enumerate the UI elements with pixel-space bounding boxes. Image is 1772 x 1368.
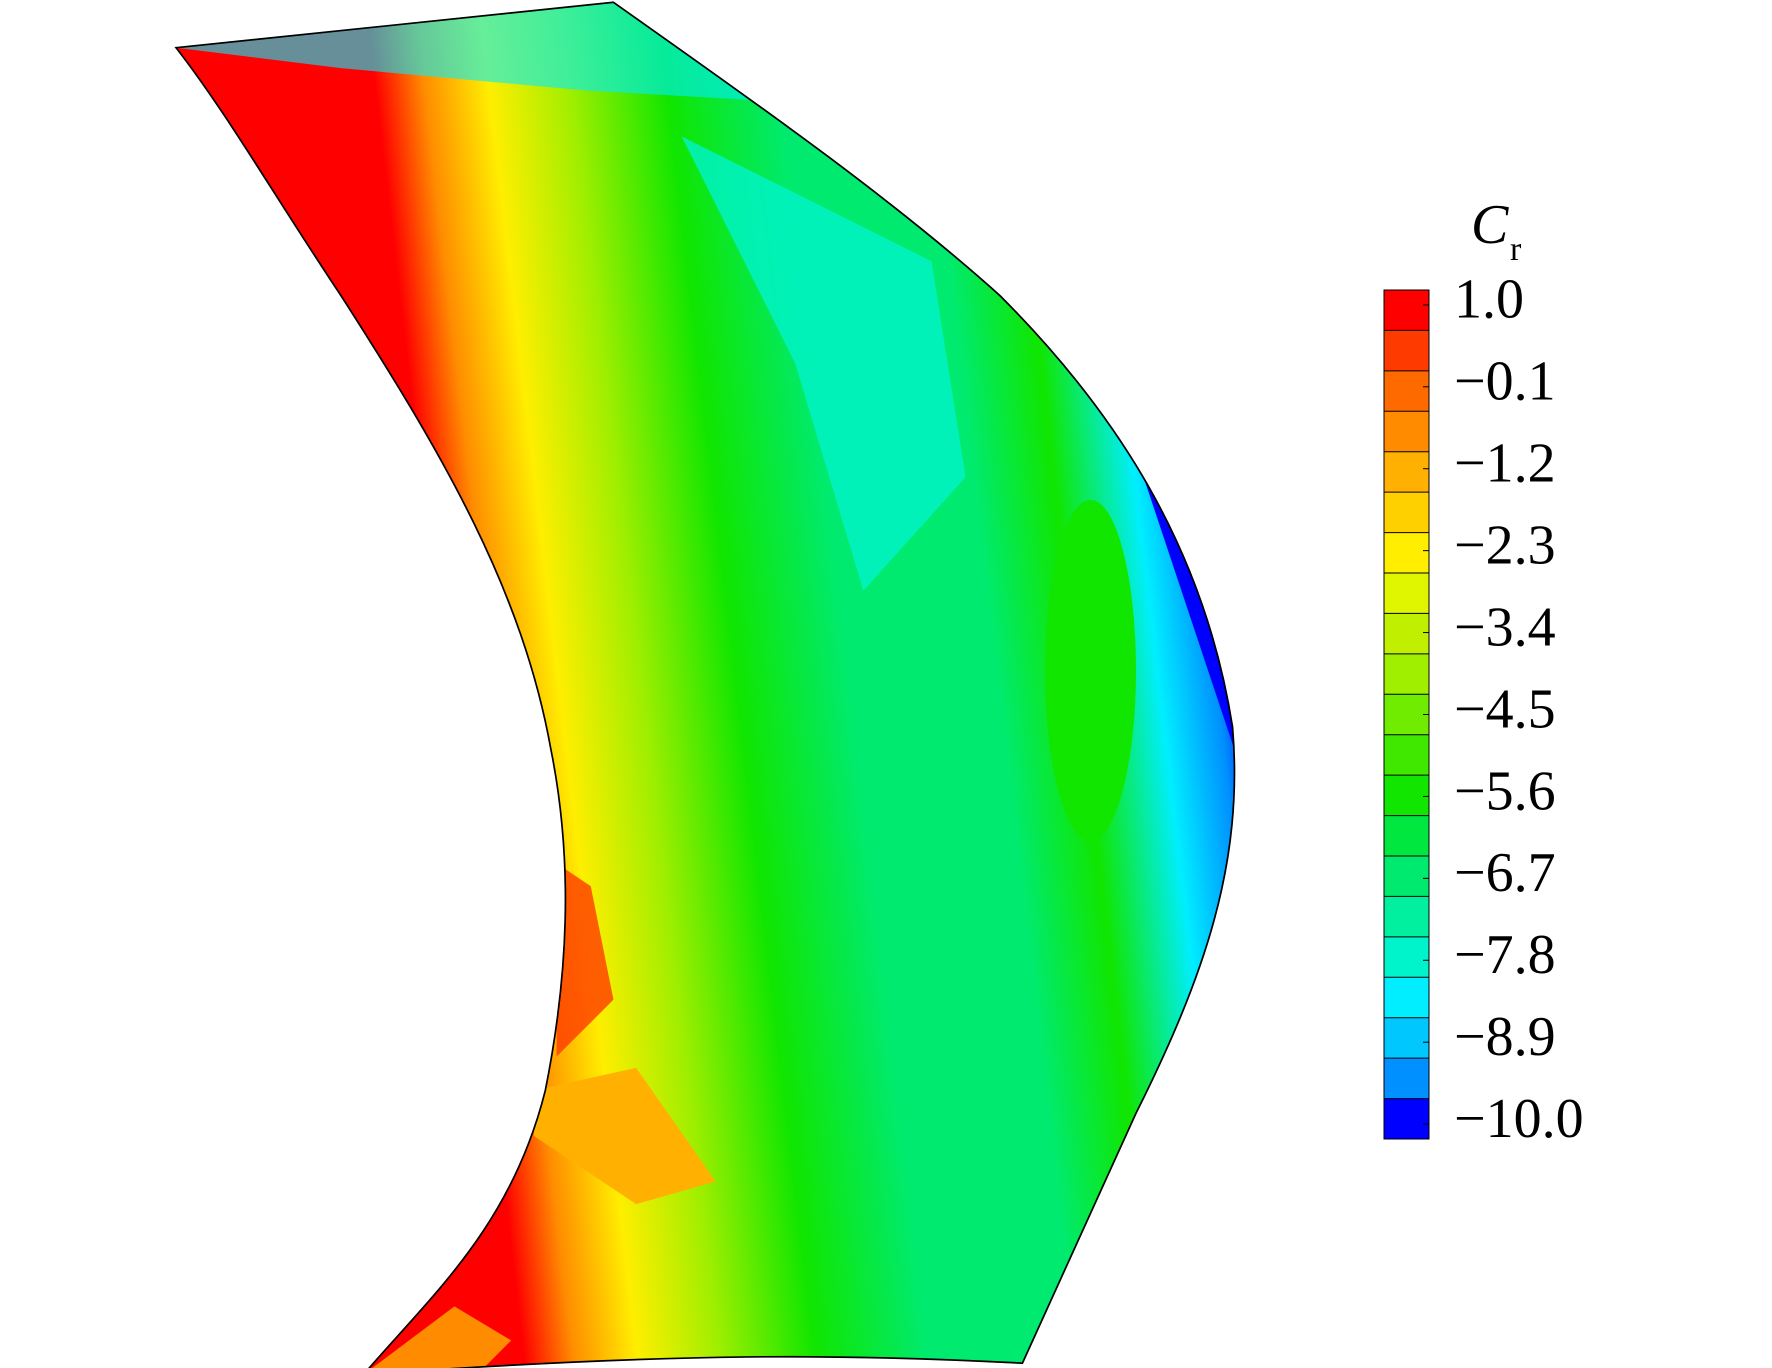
colorbar-tick-label: −3.4 — [1454, 596, 1556, 658]
colorbar-band — [1384, 734, 1429, 776]
colorbar-title: C — [1471, 194, 1509, 256]
colorbar-band — [1384, 370, 1429, 412]
colorbar-band — [1384, 451, 1429, 493]
colorbar-band — [1384, 653, 1429, 695]
colorbar-tick-label: −5.6 — [1454, 760, 1556, 822]
colorbar-band — [1384, 532, 1429, 574]
colorbar-band — [1384, 856, 1429, 897]
colorbar-band — [1384, 290, 1429, 331]
colorbar-tick-label: −10.0 — [1454, 1088, 1584, 1150]
colorbar-band — [1384, 936, 1429, 978]
colorbar-band — [1384, 573, 1429, 614]
colorbar-band — [1384, 1017, 1429, 1059]
colorbar-title-subscript: r — [1510, 231, 1522, 268]
colorbar-band — [1384, 815, 1429, 857]
colorbar-tick-label: −8.9 — [1454, 1006, 1556, 1068]
colorbar-band — [1384, 411, 1429, 453]
colorbar-tick-label: 1.0 — [1454, 269, 1524, 331]
colorbar-band — [1384, 694, 1429, 736]
colorbar-band — [1384, 896, 1429, 938]
colorbar-band — [1384, 613, 1429, 655]
colorbar-band — [1384, 1058, 1429, 1100]
colorbar-band — [1384, 775, 1429, 817]
colorbar-band — [1384, 977, 1429, 1019]
colorbar-tick-label: −2.3 — [1454, 515, 1556, 577]
colorbar-band — [1384, 1098, 1429, 1140]
colorbar-tick-label: −0.1 — [1454, 351, 1556, 413]
colorbar-tick-label: −7.8 — [1454, 924, 1556, 986]
colorbar-band — [1384, 492, 1429, 534]
colorbar-tick-label: −6.7 — [1454, 842, 1556, 904]
colorbar-tick-label: −4.5 — [1454, 678, 1556, 740]
contour-field — [174, 1, 1236, 1368]
colorbar-tick-label: −1.2 — [1454, 433, 1556, 495]
colorbar-band — [1384, 330, 1429, 372]
